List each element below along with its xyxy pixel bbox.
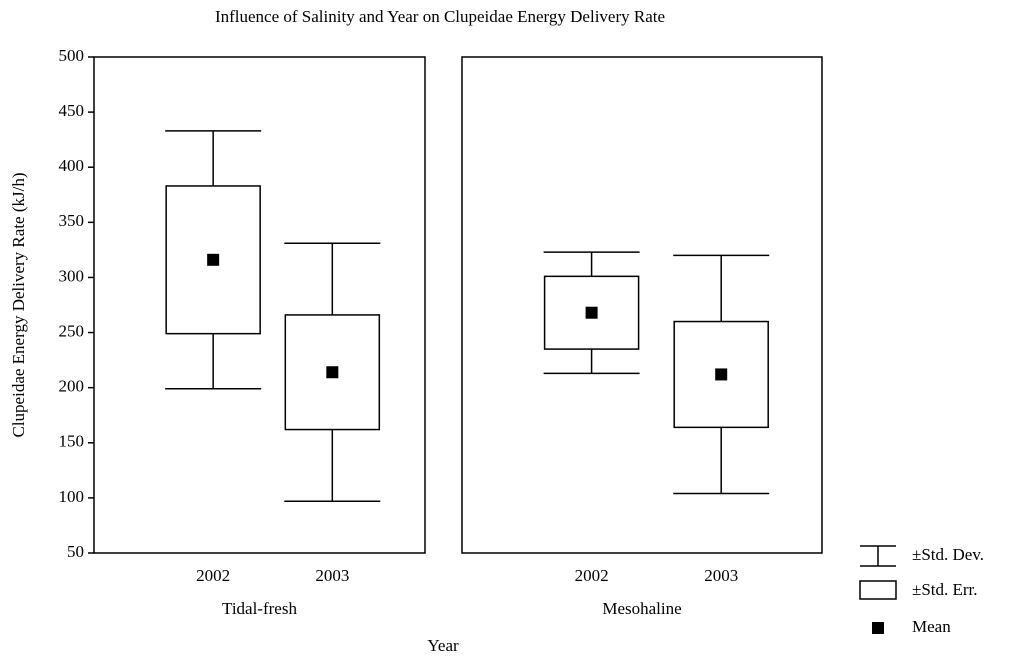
panel-frame	[93, 56, 426, 554]
x-tick-label: 2003	[315, 566, 349, 585]
panel-frame	[461, 56, 823, 554]
y-axis-label: Clupeidae Energy Delivery Rate (kJ/h)	[9, 173, 28, 438]
mean-marker	[585, 306, 598, 319]
y-tick-label: 500	[59, 46, 85, 65]
x-tick-label: 2002	[575, 566, 609, 585]
panel-label: Tidal-fresh	[222, 599, 297, 618]
legend-symbol	[872, 622, 884, 634]
legend-label: Mean	[912, 617, 951, 636]
legend-label: ±Std. Dev.	[912, 545, 984, 564]
y-tick-label: 300	[59, 266, 85, 285]
mean-marker	[715, 368, 728, 381]
mean-marker	[207, 253, 220, 266]
y-tick-label: 200	[59, 377, 85, 396]
y-tick-label: 50	[67, 542, 84, 561]
y-tick-label: 400	[59, 156, 85, 175]
legend-symbol	[859, 580, 897, 600]
legend-label: ±Std. Err.	[912, 580, 978, 599]
x-tick-label: 2002	[196, 566, 230, 585]
y-tick-label: 450	[59, 101, 85, 120]
panel-label: Mesohaline	[602, 599, 681, 618]
x-axis-label: Year	[427, 636, 459, 655]
y-tick-label: 150	[59, 432, 85, 451]
x-tick-label: 2003	[704, 566, 738, 585]
chart-title: Influence of Salinity and Year on Clupei…	[215, 7, 665, 26]
y-tick-label: 100	[59, 487, 85, 506]
mean-marker	[326, 366, 339, 379]
y-tick-label: 250	[59, 321, 85, 340]
y-tick-label: 350	[59, 211, 85, 230]
